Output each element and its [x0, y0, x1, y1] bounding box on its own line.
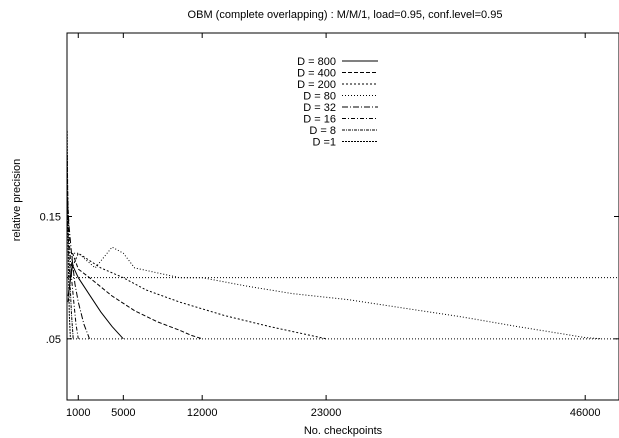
series-layer: [66, 130, 603, 340]
y-tick-label: 0.15: [40, 212, 61, 224]
series-line-4: [68, 246, 603, 340]
legend-label: D =1: [312, 137, 336, 149]
legend-label: D = 200: [297, 79, 336, 91]
series-line-8: [66, 130, 71, 339]
x-tick-label: 1000: [66, 407, 90, 419]
x-tick-label: 46000: [570, 407, 601, 419]
series-line-7: [66, 155, 74, 339]
legend-label: D = 800: [297, 56, 336, 68]
x-tick-label: 12000: [187, 407, 218, 419]
y-tick-label: .05: [46, 334, 61, 346]
legend-label: D = 80: [303, 91, 336, 103]
series-line-3: [67, 252, 327, 340]
legend-label: D = 32: [303, 102, 336, 114]
x-tick-label: 23000: [311, 407, 342, 419]
chart-title: OBM (complete overlapping) : M/M/1, load…: [188, 9, 503, 21]
series-line-2: [67, 253, 203, 340]
legend-label: D = 8: [309, 125, 336, 137]
axis-ticks: 1000 5000 12000 23000 46000 .05 0.15: [40, 33, 619, 419]
reference-lines: [67, 277, 619, 340]
plot-area-frame: [66, 32, 619, 401]
series-line-1: [67, 263, 124, 340]
x-tick-label: 5000: [111, 407, 135, 419]
y-axis-label: relative precision: [11, 159, 23, 242]
x-axis-label: No. checkpoints: [304, 425, 383, 437]
legend-label: D = 16: [303, 114, 336, 126]
legend-label: D = 400: [297, 68, 336, 80]
